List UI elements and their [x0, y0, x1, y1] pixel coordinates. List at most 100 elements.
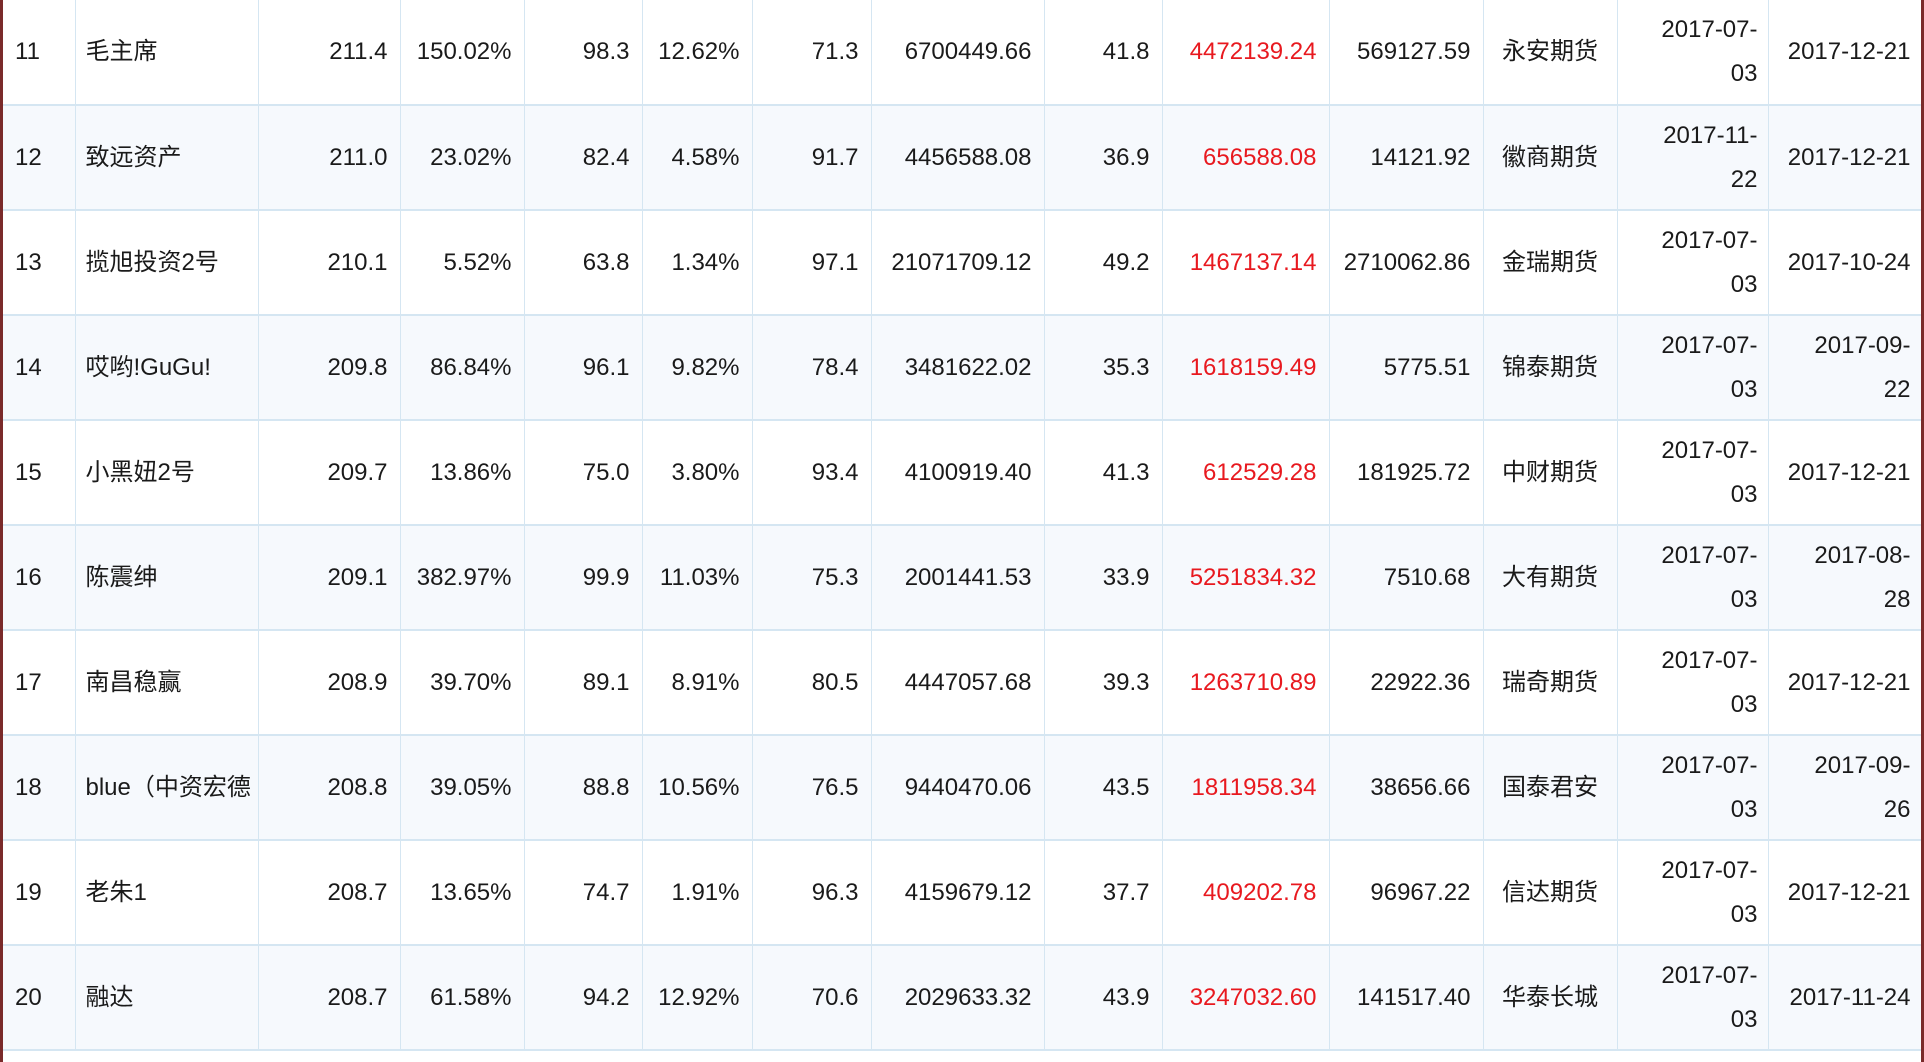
max-drawdown-cell: 1.34% [642, 210, 753, 316]
rank-cell: 20 [3, 945, 76, 1051]
account-name-cell[interactable]: 小黑妞2号 [75, 420, 259, 526]
deposit-cell: 7510.68 [1329, 525, 1484, 631]
net-value-growth-cell: 23.02% [400, 105, 525, 211]
max-drawdown-cell: 4.58% [642, 105, 753, 211]
rank-cell: 14 [3, 315, 76, 421]
equity-cell: 3481622.02 [871, 315, 1045, 421]
max-drawdown-cell: 12.62% [642, 0, 753, 106]
equity-cell: 9440470.06 [871, 735, 1045, 841]
end-date-line-1: 2017-10-24 [1787, 248, 1911, 276]
metric-2-cell: 76.5 [752, 735, 872, 841]
max-drawdown-cell: 1.91% [642, 840, 753, 946]
end-date-line-1: 2017-09- [1814, 751, 1911, 779]
table-row[interactable]: 14 哎哟!GuGu! 209.8 86.84% 96.1 9.82% 78.4… [3, 315, 1921, 421]
equity-cell: 21071709.12 [871, 210, 1045, 316]
rank-cell: 19 [3, 840, 76, 946]
metric-3-cell: 43.9 [1044, 945, 1163, 1051]
score-cell: 209.1 [258, 525, 401, 631]
account-name-cell[interactable]: 南昌稳赢 [75, 630, 259, 736]
start-date-cell: 2017-07- 03 [1617, 525, 1769, 631]
end-date-line-1: 2017-08- [1814, 541, 1911, 569]
end-date-line-2: 28 [1883, 585, 1911, 613]
start-date-cell: 2017-07- 03 [1617, 945, 1769, 1051]
account-name-cell[interactable]: 哎哟!GuGu! [75, 315, 259, 421]
net-value-growth-cell: 61.58% [400, 945, 525, 1051]
start-date-line-1: 2017-07- [1661, 331, 1758, 359]
score-cell: 208.7 [258, 945, 401, 1051]
metric-2-cell: 71.3 [752, 0, 872, 106]
start-date-line-1: 2017-07- [1661, 226, 1758, 254]
metric-1-cell: 63.8 [524, 210, 643, 316]
metric-3-cell: 49.2 [1044, 210, 1163, 316]
rank-cell: 11 [3, 0, 76, 106]
start-date-cell: 2017-07- 03 [1617, 840, 1769, 946]
metric-3-cell: 33.9 [1044, 525, 1163, 631]
end-date-cell: 2017-12-21 [1768, 0, 1921, 106]
metric-1-cell: 88.8 [524, 735, 643, 841]
start-date-line-2: 03 [1730, 795, 1758, 823]
metric-2-cell: 78.4 [752, 315, 872, 421]
end-date-cell: 2017-11-24 [1768, 945, 1921, 1051]
metric-3-cell: 37.7 [1044, 840, 1163, 946]
start-date-line-2: 03 [1730, 480, 1758, 508]
end-date-cell: 2017-08- 28 [1768, 525, 1921, 631]
account-name-cell[interactable]: 毛主席 [75, 0, 259, 106]
metric-3-cell: 43.5 [1044, 735, 1163, 841]
metric-1-cell: 74.7 [524, 840, 643, 946]
profit-cell: 612529.28 [1162, 420, 1330, 526]
account-name-cell[interactable]: 陈震绅 [75, 525, 259, 631]
table-row[interactable]: 15 小黑妞2号 209.7 13.86% 75.0 3.80% 93.4 41… [3, 420, 1921, 526]
ranking-table: 11 毛主席 211.4 150.02% 98.3 12.62% 71.3 67… [3, 0, 1921, 1051]
profit-cell: 1467137.14 [1162, 210, 1330, 316]
max-drawdown-cell: 9.82% [642, 315, 753, 421]
table-row[interactable]: 18 blue（中资宏德 208.8 39.05% 88.8 10.56% 76… [3, 735, 1921, 841]
end-date-cell: 2017-09- 26 [1768, 735, 1921, 841]
end-date-line-1: 2017-12-21 [1787, 878, 1911, 906]
table-row[interactable]: 13 揽旭投资2号 210.1 5.52% 63.8 1.34% 97.1 21… [3, 210, 1921, 316]
futures-company-cell: 国泰君安 [1483, 735, 1618, 841]
table-row[interactable]: 16 陈震绅 209.1 382.97% 99.9 11.03% 75.3 20… [3, 525, 1921, 631]
profit-cell: 4472139.24 [1162, 0, 1330, 106]
table-row[interactable]: 20 融达 208.7 61.58% 94.2 12.92% 70.6 2029… [3, 945, 1921, 1051]
futures-company-cell: 徽商期货 [1483, 105, 1618, 211]
max-drawdown-cell: 11.03% [642, 525, 753, 631]
max-drawdown-cell: 10.56% [642, 735, 753, 841]
table-row[interactable]: 17 南昌稳赢 208.9 39.70% 89.1 8.91% 80.5 444… [3, 630, 1921, 736]
metric-2-cell: 93.4 [752, 420, 872, 526]
account-name-cell[interactable]: blue（中资宏德 [75, 735, 259, 841]
futures-company-cell: 锦泰期货 [1483, 315, 1618, 421]
deposit-cell: 96967.22 [1329, 840, 1484, 946]
account-name-cell[interactable]: 揽旭投资2号 [75, 210, 259, 316]
table-row[interactable]: 12 致远资产 211.0 23.02% 82.4 4.58% 91.7 445… [3, 105, 1921, 211]
end-date-cell: 2017-12-21 [1768, 105, 1921, 211]
rank-cell: 13 [3, 210, 76, 316]
start-date-line-2: 03 [1730, 900, 1758, 928]
net-value-growth-cell: 13.65% [400, 840, 525, 946]
deposit-cell: 38656.66 [1329, 735, 1484, 841]
equity-cell: 4456588.08 [871, 105, 1045, 211]
net-value-growth-cell: 150.02% [400, 0, 525, 106]
table-row[interactable]: 11 毛主席 211.4 150.02% 98.3 12.62% 71.3 67… [3, 0, 1921, 106]
end-date-line-1: 2017-09- [1814, 331, 1911, 359]
end-date-cell: 2017-12-21 [1768, 840, 1921, 946]
account-name-cell[interactable]: 老朱1 [75, 840, 259, 946]
start-date-cell: 2017-07- 03 [1617, 210, 1769, 316]
metric-1-cell: 89.1 [524, 630, 643, 736]
start-date-line-1: 2017-07- [1661, 436, 1758, 464]
end-date-line-1: 2017-12-21 [1787, 668, 1911, 696]
profit-cell: 3247032.60 [1162, 945, 1330, 1051]
table-body: 11 毛主席 211.4 150.02% 98.3 12.62% 71.3 67… [3, 0, 1921, 1051]
metric-1-cell: 98.3 [524, 0, 643, 106]
account-name-cell[interactable]: 致远资产 [75, 105, 259, 211]
equity-cell: 2001441.53 [871, 525, 1045, 631]
score-cell: 208.8 [258, 735, 401, 841]
rank-cell: 18 [3, 735, 76, 841]
start-date-line-1: 2017-07- [1661, 541, 1758, 569]
score-cell: 209.8 [258, 315, 401, 421]
start-date-line-1: 2017-11- [1663, 121, 1758, 149]
start-date-line-2: 03 [1730, 1005, 1758, 1033]
deposit-cell: 569127.59 [1329, 0, 1484, 106]
table-row[interactable]: 19 老朱1 208.7 13.65% 74.7 1.91% 96.3 4159… [3, 840, 1921, 946]
account-name-cell[interactable]: 融达 [75, 945, 259, 1051]
start-date-cell: 2017-07- 03 [1617, 420, 1769, 526]
